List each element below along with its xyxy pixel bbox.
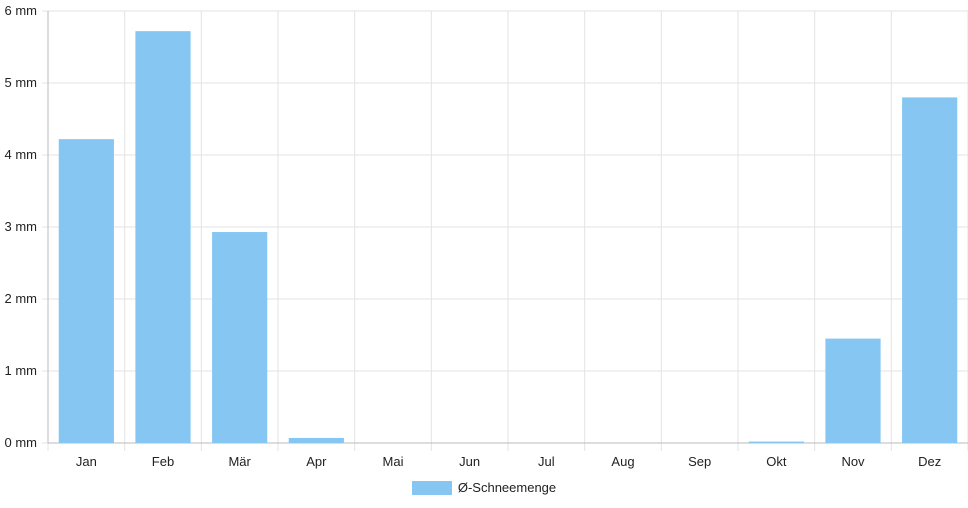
x-tick-label: Jul xyxy=(538,454,555,469)
x-tick-label: Jan xyxy=(76,454,97,469)
bar[interactable] xyxy=(748,441,804,443)
bar[interactable] xyxy=(212,232,268,443)
legend-label: Ø-Schneemenge xyxy=(457,480,557,495)
bar[interactable] xyxy=(135,31,191,443)
legend-swatch xyxy=(411,480,452,495)
y-tick-label: 0 mm xyxy=(5,435,38,450)
x-tick-label: Mai xyxy=(383,454,404,469)
bar[interactable] xyxy=(825,338,881,443)
x-tick-label: Jun xyxy=(459,454,480,469)
y-tick-label: 5 mm xyxy=(5,75,38,90)
y-tick-label: 1 mm xyxy=(5,363,38,378)
y-tick-label: 4 mm xyxy=(5,147,38,162)
bar[interactable] xyxy=(902,97,958,444)
y-tick-label: 2 mm xyxy=(5,291,38,306)
x-tick-label: Apr xyxy=(306,454,327,469)
x-tick-label: Mär xyxy=(228,454,251,469)
legend: Ø-Schneemenge xyxy=(0,480,968,498)
bar[interactable] xyxy=(288,437,344,443)
y-tick-label: 6 mm xyxy=(5,3,38,18)
x-tick-label: Aug xyxy=(611,454,634,469)
bar[interactable] xyxy=(58,139,114,443)
x-tick-label: Okt xyxy=(766,454,787,469)
x-tick-label: Feb xyxy=(152,454,174,469)
y-tick-label: 3 mm xyxy=(5,219,38,234)
legend-item[interactable]: Ø-Schneemenge xyxy=(411,480,557,495)
x-tick-label: Dez xyxy=(918,454,941,469)
x-tick-label: Sep xyxy=(688,454,711,469)
x-tick-label: Nov xyxy=(841,454,865,469)
snow-chart: 0 mm 1 mm 2 mm 3 mm 4 mm 5 mm 6 mm Jan Feb Mär Apr… xyxy=(5,3,968,469)
